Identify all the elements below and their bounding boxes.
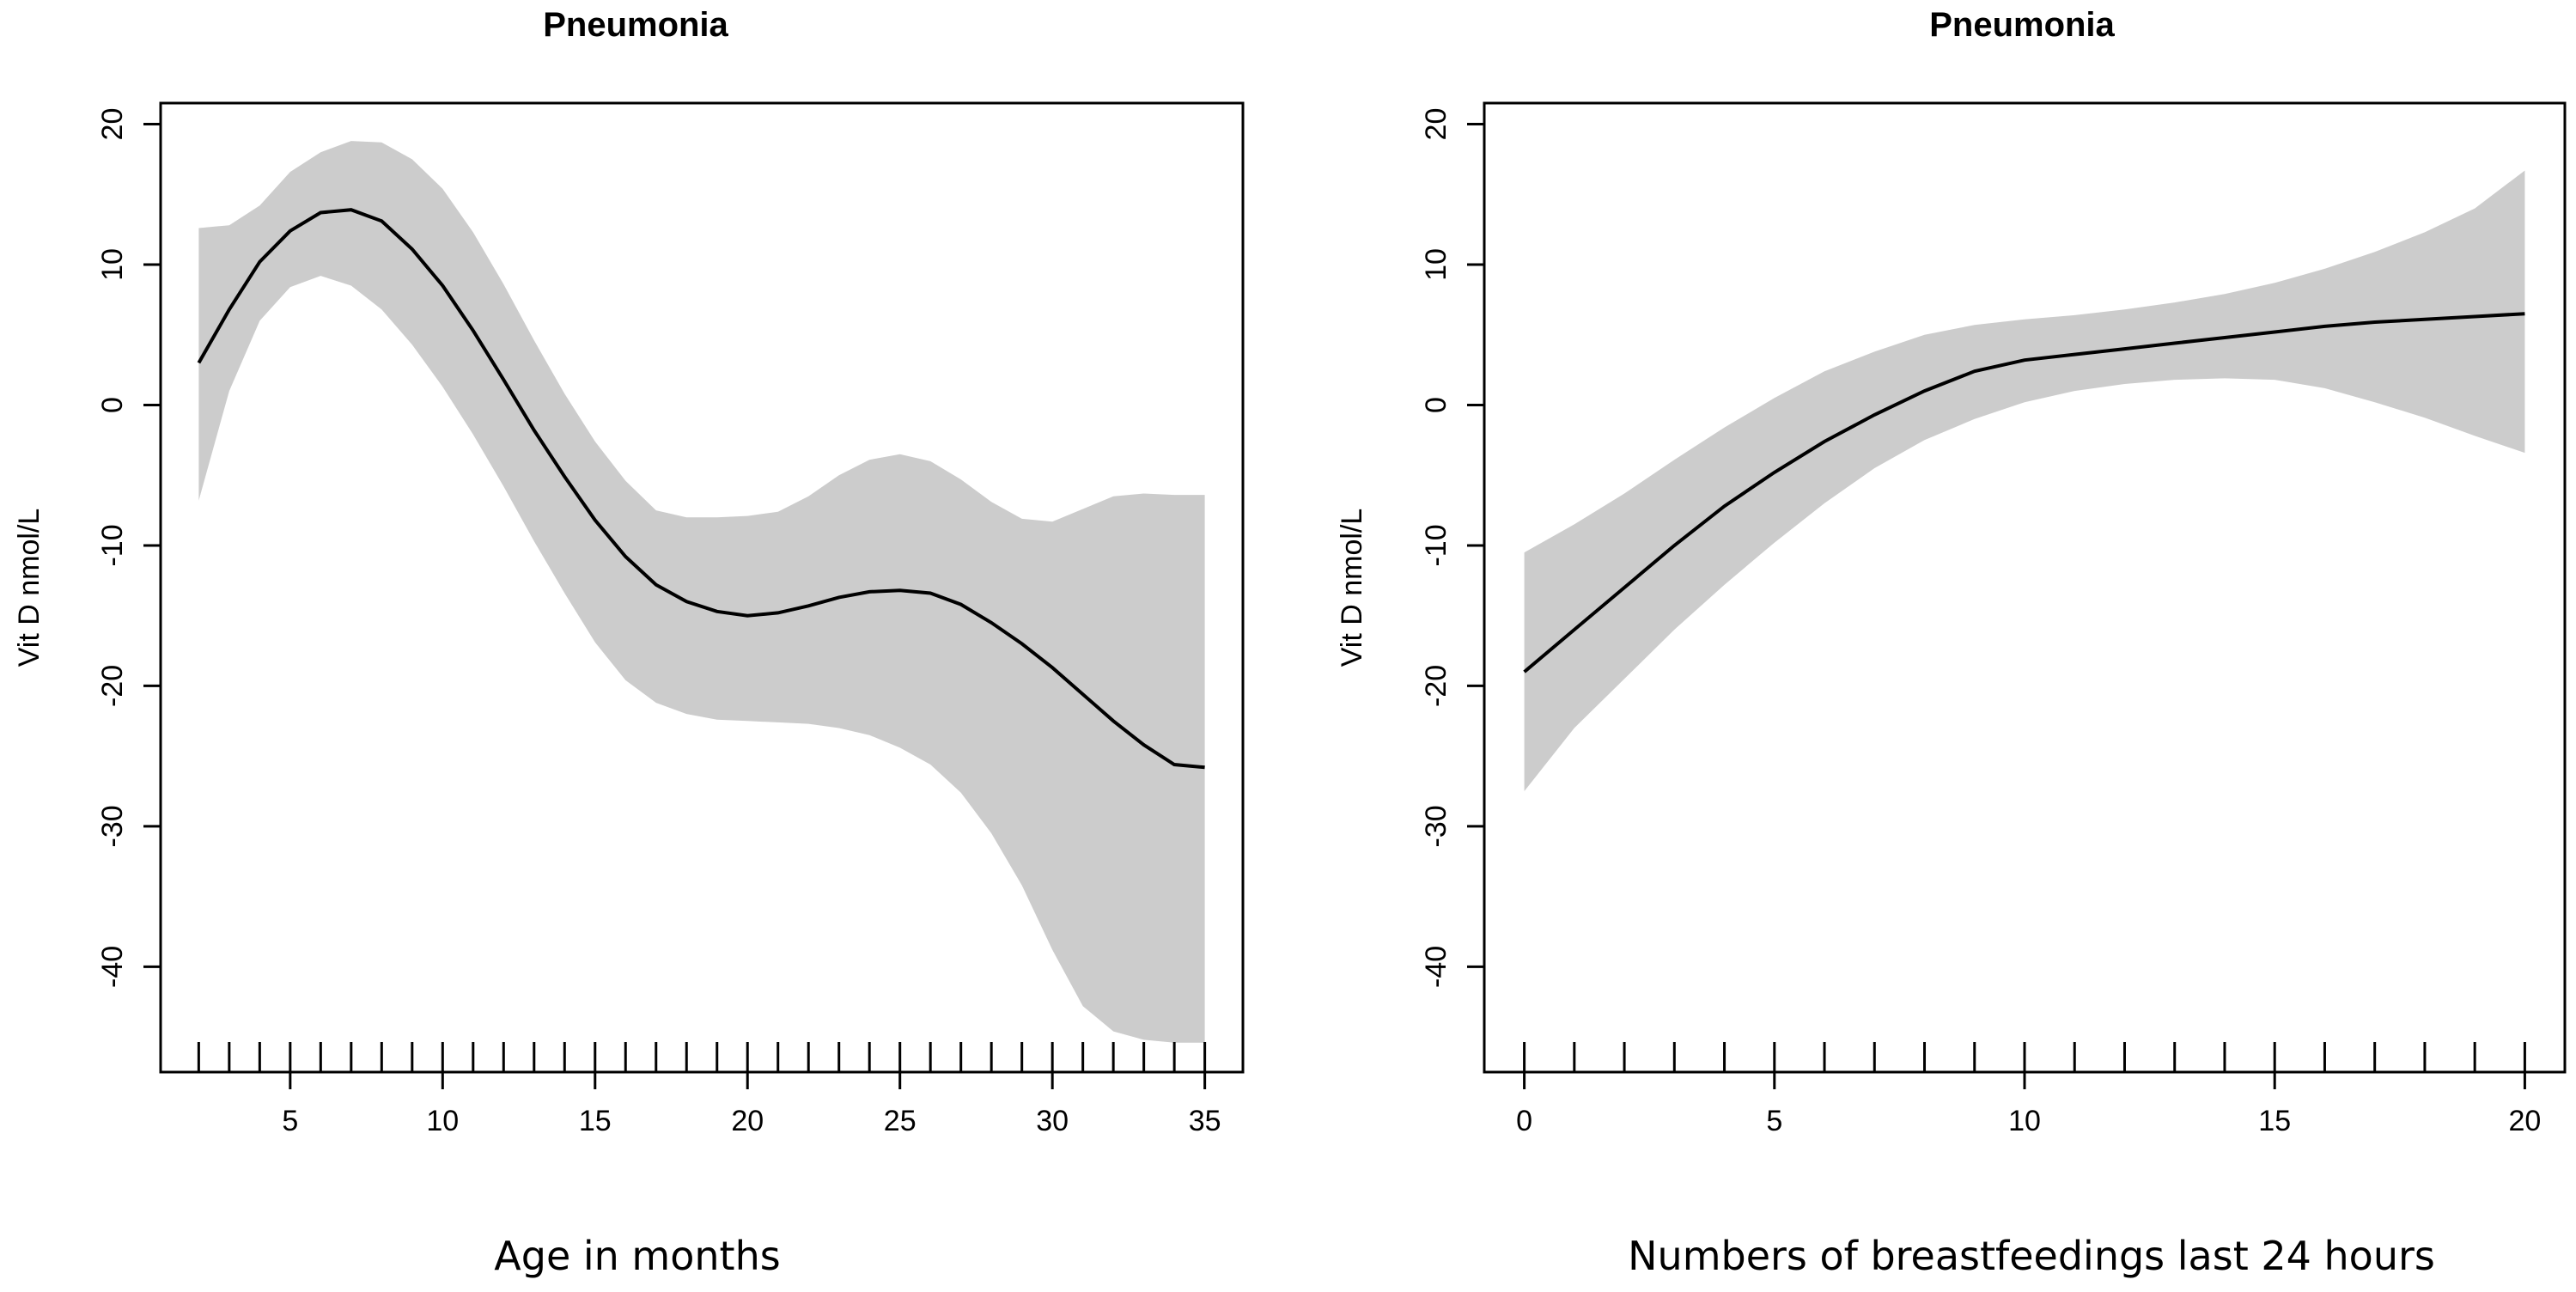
y-tick-label: -30 [96, 805, 129, 847]
y-tick-label: -10 [96, 524, 129, 566]
y-tick-label: -40 [96, 946, 129, 988]
x-tick-label: 10 [426, 1105, 459, 1137]
y-tick-label: 0 [1420, 397, 1452, 413]
y-tick-label: 0 [96, 397, 129, 413]
x-tick-label: 10 [2008, 1105, 2041, 1137]
x-tick-label: 20 [731, 1105, 764, 1137]
plot-frame [159, 101, 1245, 1074]
x-axis-label: Numbers of breastfeedings last 24 hours [1628, 1233, 2435, 1279]
confidence-band [1524, 170, 2525, 791]
x-tick-label: 35 [1189, 1105, 1221, 1137]
y-tick-label: 10 [1420, 248, 1452, 281]
chart-panel-breastfeedings: Pneumonia 0 5 10 15 20 -40 -30 -20 -10 0 10 20 Num… [1336, 6, 2567, 1279]
x-tick-label: 25 [884, 1105, 917, 1137]
confidence-band [198, 141, 1205, 1043]
y-tick-label: 20 [1420, 108, 1452, 141]
y-axis-label: Vit D nmol/L [13, 509, 46, 667]
x-tick-label: 15 [2258, 1105, 2291, 1137]
y-tick-label: -40 [1420, 946, 1452, 988]
fitted-curve [197, 208, 1205, 770]
x-tick-label: 5 [282, 1105, 298, 1137]
chart-panel-age: Pneumonia 5 10 15 20 25 30 35 -40 -30 -20 -10 0 10 2… [13, 6, 1245, 1279]
y-axis-label: Vit D nmol/L [1336, 509, 1368, 667]
fitted-curve [1523, 312, 2525, 673]
y-tick-label: -20 [1420, 665, 1452, 707]
chart-title: Pneumonia [1929, 6, 2115, 44]
x-tick-label: 20 [2508, 1105, 2541, 1137]
y-tick-label: 10 [96, 248, 129, 281]
x-tick-label: 0 [1516, 1105, 1532, 1137]
chart-title: Pneumonia [543, 6, 728, 44]
y-tick-label: -20 [96, 665, 129, 707]
y-tick-label: 20 [96, 108, 129, 141]
x-tick-label: 5 [1766, 1105, 1782, 1137]
x-tick-label: 30 [1036, 1105, 1069, 1137]
y-tick-label: -30 [1420, 805, 1452, 847]
y-tick-label: -10 [1420, 524, 1452, 566]
x-axis-label: Age in months [494, 1233, 780, 1279]
x-tick-label: 15 [579, 1105, 612, 1137]
